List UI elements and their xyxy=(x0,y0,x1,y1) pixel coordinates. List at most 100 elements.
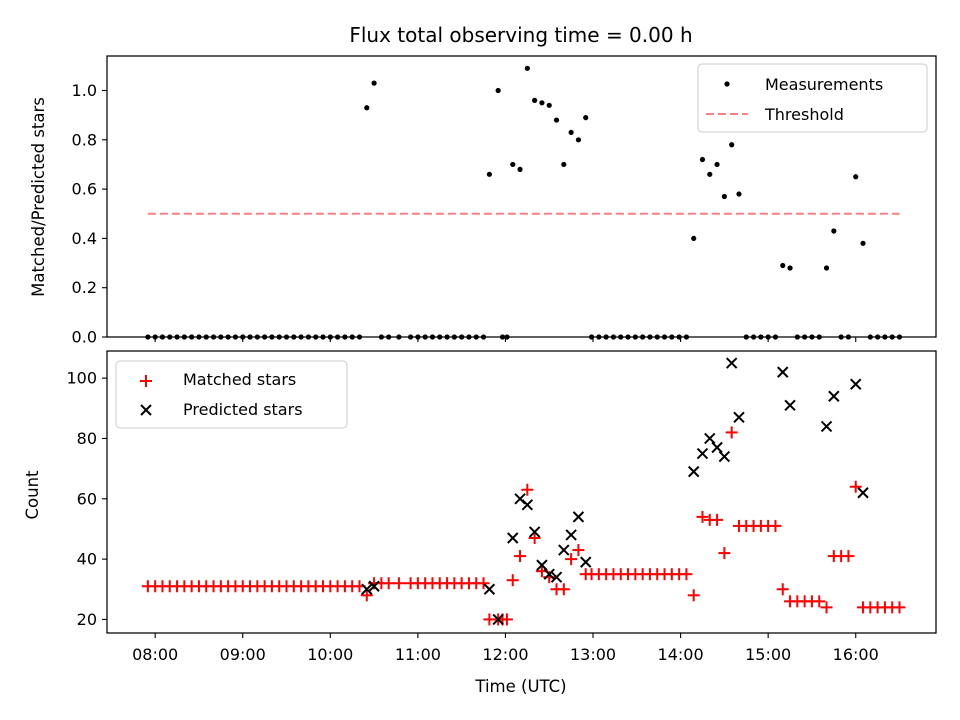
matched-star-point xyxy=(776,583,789,596)
top-chart-title: Flux total observing time = 0.00 h xyxy=(349,23,692,47)
measurement-point xyxy=(486,171,492,177)
bottom-plot-frame xyxy=(106,350,937,634)
legend-measurements-marker xyxy=(724,81,730,87)
matched-star-point xyxy=(565,553,578,566)
legend-matched-label: Matched stars xyxy=(183,370,296,389)
measurement-point xyxy=(561,161,567,168)
top-y-tick-label: 0.6 xyxy=(72,180,97,199)
predicted-star-point xyxy=(572,511,585,523)
matched-star-point xyxy=(477,577,490,590)
predicted-star-point xyxy=(361,583,373,595)
measurement-point xyxy=(517,166,523,172)
matched-star-point xyxy=(820,601,833,614)
measurement-point xyxy=(539,100,545,106)
top-y-tick-label: 0.4 xyxy=(72,229,97,248)
matched-star-point xyxy=(557,583,570,596)
predicted-star-point xyxy=(696,447,709,460)
matched-star-point xyxy=(500,613,513,626)
predicted-star-point xyxy=(718,450,731,463)
bottom-y-ticks: 20 40 60 80 100 xyxy=(66,369,107,629)
measurement-point xyxy=(546,102,552,108)
measurement-point xyxy=(575,137,582,143)
legend-matched-marker xyxy=(140,375,152,387)
top-legend: Measurements Threshold xyxy=(697,63,928,133)
predicted-star-point xyxy=(850,378,862,390)
matched-star-point xyxy=(392,577,405,590)
top-y-tick-label: 0.2 xyxy=(72,278,97,297)
measurement-point xyxy=(729,142,735,148)
measurement-point xyxy=(721,193,727,200)
bottom-x-tick-label: 11:00 xyxy=(395,645,441,664)
predicted-star-point xyxy=(368,580,380,592)
bottom-y-tick-label: 60 xyxy=(77,489,97,508)
bottom-legend: Matched stars Predicted stars xyxy=(115,360,348,429)
top-y-axis-label: Matched/Predicted stars xyxy=(29,97,48,297)
measurement-point xyxy=(707,171,713,177)
matched-star-point xyxy=(687,589,700,602)
measurement-point xyxy=(510,161,516,168)
predicted-star-point xyxy=(725,357,738,369)
bottom-x-tick-label: 14:00 xyxy=(658,645,704,664)
top-y-tick-label: 0.0 xyxy=(72,328,97,347)
matched-star-point xyxy=(711,513,724,526)
matched-star-point xyxy=(813,595,826,608)
measurement-point xyxy=(714,161,720,168)
matched-star-point xyxy=(572,544,585,557)
matched-star-point xyxy=(514,550,527,563)
measurement-point xyxy=(553,117,560,123)
predicted-star-point xyxy=(565,529,577,541)
predicted-star-point xyxy=(580,556,592,568)
bottom-y-tick-label: 80 xyxy=(77,429,97,448)
predicted-star-point xyxy=(704,432,716,445)
predicted-star-point xyxy=(507,532,519,544)
top-plot-frame xyxy=(106,55,937,338)
predicted-star-point xyxy=(733,411,745,424)
matched-star-point xyxy=(893,601,906,614)
predicted-star-point xyxy=(528,526,541,538)
measurement-point xyxy=(364,105,370,111)
predicted-star-point xyxy=(711,441,723,454)
measurement-point xyxy=(495,87,501,94)
measurement-point xyxy=(699,156,706,163)
predicted-star-point xyxy=(784,399,796,411)
measurement-point xyxy=(823,265,830,271)
predicted-star-point xyxy=(536,559,548,571)
measurement-point xyxy=(568,129,574,136)
matched-star-point xyxy=(718,547,731,560)
measurement-point xyxy=(736,191,742,197)
predicted-star-point xyxy=(483,583,496,595)
measurement-point xyxy=(524,65,530,71)
counts-layer xyxy=(141,357,906,626)
predicted-star-point xyxy=(543,568,555,580)
measurement-point xyxy=(371,80,377,86)
bottom-y-axis-label: Count xyxy=(23,470,42,520)
predicted-star-point xyxy=(828,390,840,402)
legend-threshold-label: Threshold xyxy=(764,105,844,124)
top-legend-box xyxy=(697,63,928,133)
predicted-star-point xyxy=(688,465,700,478)
top-x-ticks xyxy=(154,337,857,342)
measurement-point xyxy=(831,228,837,234)
measurement-point xyxy=(860,240,866,246)
predicted-star-point xyxy=(777,366,789,378)
legend-predicted-marker xyxy=(140,404,152,416)
predicted-star-point xyxy=(558,544,570,556)
bottom-y-tick-label: 100 xyxy=(66,369,97,388)
legend-measurements-label: Measurements xyxy=(765,75,883,94)
predicted-star-point xyxy=(492,613,504,626)
predicted-star-point xyxy=(550,571,563,583)
bottom-x-tick-label: 13:00 xyxy=(570,645,616,664)
bottom-y-tick-label: 40 xyxy=(77,550,97,569)
legend-predicted-label: Predicted stars xyxy=(183,400,303,419)
matched-star-point xyxy=(360,589,373,602)
bottom-x-tick-label: 08:00 xyxy=(132,645,178,664)
matched-star-point xyxy=(680,568,693,581)
measurement-point xyxy=(787,265,793,271)
bottom-x-tick-label: 12:00 xyxy=(482,645,528,664)
matched-star-point xyxy=(696,510,709,523)
top-y-tick-label: 0.8 xyxy=(72,130,97,149)
measurement-point xyxy=(691,235,697,242)
predicted-star-point xyxy=(820,420,833,433)
bottom-y-tick-label: 20 xyxy=(77,610,97,629)
